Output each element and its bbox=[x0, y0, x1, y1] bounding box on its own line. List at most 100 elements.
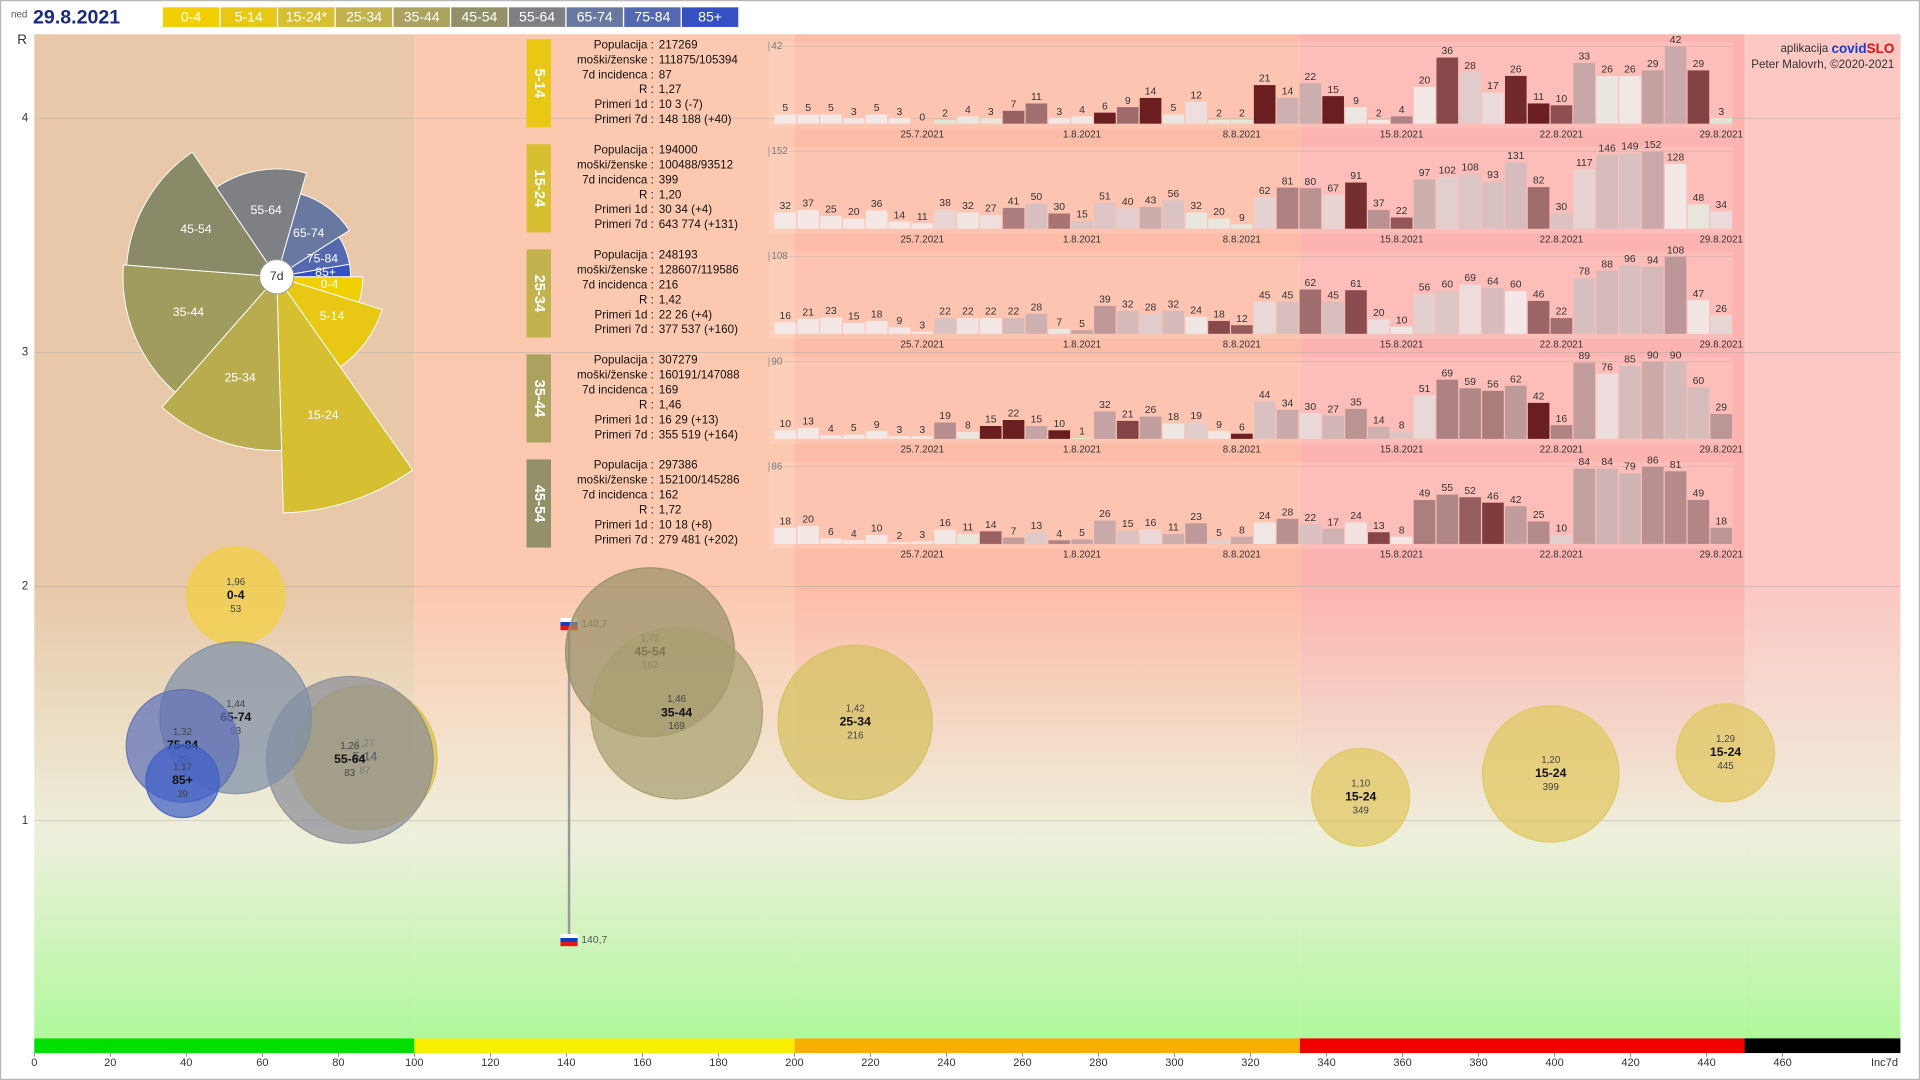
bar-value-label: 60 bbox=[1693, 376, 1705, 387]
bar-value-label: 2 bbox=[1376, 109, 1382, 120]
legend-label: 15-24* bbox=[286, 8, 328, 24]
bar-value-label: 15 bbox=[1076, 210, 1088, 221]
legend-swatch bbox=[278, 7, 335, 27]
bar-value-label: 80 bbox=[1305, 177, 1317, 188]
legend-swatch bbox=[451, 7, 508, 27]
bubble-inc-label: 216 bbox=[847, 730, 864, 741]
bar bbox=[1139, 206, 1162, 229]
panel-date-label: 22.8.2021 bbox=[1540, 234, 1584, 245]
bar bbox=[1459, 388, 1481, 439]
bar-value-label: 93 bbox=[1487, 170, 1499, 181]
panel-title: 5-14 bbox=[531, 69, 547, 99]
bar-value-label: 82 bbox=[1533, 176, 1545, 187]
bar bbox=[934, 529, 956, 544]
rose-label: 55-64 bbox=[251, 203, 282, 217]
bar bbox=[1436, 57, 1459, 124]
bar-value-label: 26 bbox=[1624, 65, 1636, 76]
bar bbox=[797, 209, 819, 229]
bar bbox=[842, 118, 865, 124]
bubble-name: 15-24 bbox=[1710, 745, 1741, 759]
panel-label-box bbox=[526, 459, 552, 548]
info-value: 87 bbox=[659, 68, 672, 81]
info-label: 7d incidenca : bbox=[582, 383, 654, 396]
bar bbox=[1413, 499, 1436, 544]
info-label: moški/ženske : bbox=[577, 263, 654, 276]
bar-value-label: 37 bbox=[1373, 199, 1385, 210]
bar bbox=[842, 434, 865, 439]
info-label: Populacija : bbox=[594, 143, 654, 156]
bar-value-label: 67 bbox=[1327, 183, 1339, 194]
rose-wedge bbox=[276, 275, 414, 514]
bar bbox=[1664, 361, 1687, 439]
bubble-name: 0-4 bbox=[227, 588, 245, 602]
bar-value-label: 46 bbox=[1533, 290, 1545, 301]
flag-stripe bbox=[560, 942, 578, 947]
bar bbox=[1345, 107, 1367, 124]
bar bbox=[797, 427, 819, 439]
info-value: 1,27 bbox=[659, 83, 682, 96]
x-axis-label: Inc7d bbox=[1871, 1057, 1898, 1069]
panel-date-label: 1.8.2021 bbox=[1063, 550, 1101, 561]
bar bbox=[888, 221, 911, 229]
y-tick-label: 1 bbox=[22, 814, 28, 827]
bar bbox=[1527, 103, 1550, 124]
bar bbox=[1071, 116, 1093, 124]
bar bbox=[1162, 534, 1185, 544]
panel-label-box bbox=[526, 39, 552, 128]
bar-value-label: 131 bbox=[1507, 151, 1525, 162]
bar bbox=[1345, 522, 1367, 544]
bar bbox=[820, 538, 842, 544]
bar-value-label: 26 bbox=[1510, 65, 1522, 76]
bubble-r-label: 1,44 bbox=[226, 699, 246, 710]
bar bbox=[1322, 96, 1344, 124]
rose-label: 0-4 bbox=[321, 277, 339, 291]
bar bbox=[1436, 176, 1459, 229]
bar-value-label: 4 bbox=[1399, 105, 1405, 116]
bar-value-label: 42 bbox=[1533, 391, 1545, 402]
bar bbox=[1710, 211, 1733, 229]
info-value: 377 537 (+160) bbox=[659, 323, 738, 336]
info-label: Populacija : bbox=[594, 354, 654, 367]
bar bbox=[934, 422, 956, 439]
bar bbox=[1550, 318, 1573, 334]
bar-value-label: 29 bbox=[1647, 59, 1659, 70]
x-tick-label: 200 bbox=[785, 1057, 803, 1069]
bar bbox=[1664, 471, 1687, 544]
rose-wedge bbox=[122, 264, 278, 393]
bar-value-label: 52 bbox=[1464, 486, 1476, 497]
bar-value-label: 30 bbox=[1053, 202, 1065, 213]
info-label: Primeri 1d : bbox=[594, 203, 653, 216]
bar-value-label: 3 bbox=[919, 425, 925, 436]
legend-swatch bbox=[566, 7, 623, 27]
bar bbox=[1231, 536, 1253, 544]
bar bbox=[1139, 313, 1162, 334]
info-label: Primeri 1d : bbox=[594, 518, 653, 531]
bubble-inc-label: 399 bbox=[1543, 782, 1559, 793]
bar-value-label: 62 bbox=[1305, 278, 1317, 289]
bar-value-label: 4 bbox=[851, 529, 857, 540]
bar bbox=[1390, 116, 1413, 124]
info-value: 22 26 (+4) bbox=[659, 308, 712, 321]
info-value: 279 481 (+202) bbox=[659, 533, 738, 546]
panel-date-label: 22.8.2021 bbox=[1540, 444, 1584, 455]
bar-value-label: 62 bbox=[1510, 374, 1522, 385]
bubble-r-label: 1,42 bbox=[846, 704, 865, 715]
bar bbox=[1596, 373, 1618, 439]
panel-tick-label: 108 bbox=[771, 251, 788, 262]
rose-wedge bbox=[161, 275, 283, 452]
bar bbox=[1094, 520, 1116, 544]
panel-plot-bg bbox=[768, 461, 1733, 549]
info-label: 7d incidenca : bbox=[582, 173, 654, 186]
bar bbox=[1253, 85, 1276, 124]
bar bbox=[1390, 217, 1413, 229]
bar bbox=[865, 320, 888, 334]
bar bbox=[1436, 290, 1459, 334]
x-tick-label: 420 bbox=[1621, 1057, 1639, 1069]
bar-value-label: 20 bbox=[1373, 308, 1385, 319]
flag-stripe bbox=[560, 622, 578, 627]
bar bbox=[1025, 203, 1048, 229]
bar-value-label: 15 bbox=[1122, 519, 1134, 530]
bar bbox=[1253, 401, 1276, 439]
info-value: 1,20 bbox=[659, 188, 682, 201]
info-value: 399 bbox=[659, 173, 678, 186]
